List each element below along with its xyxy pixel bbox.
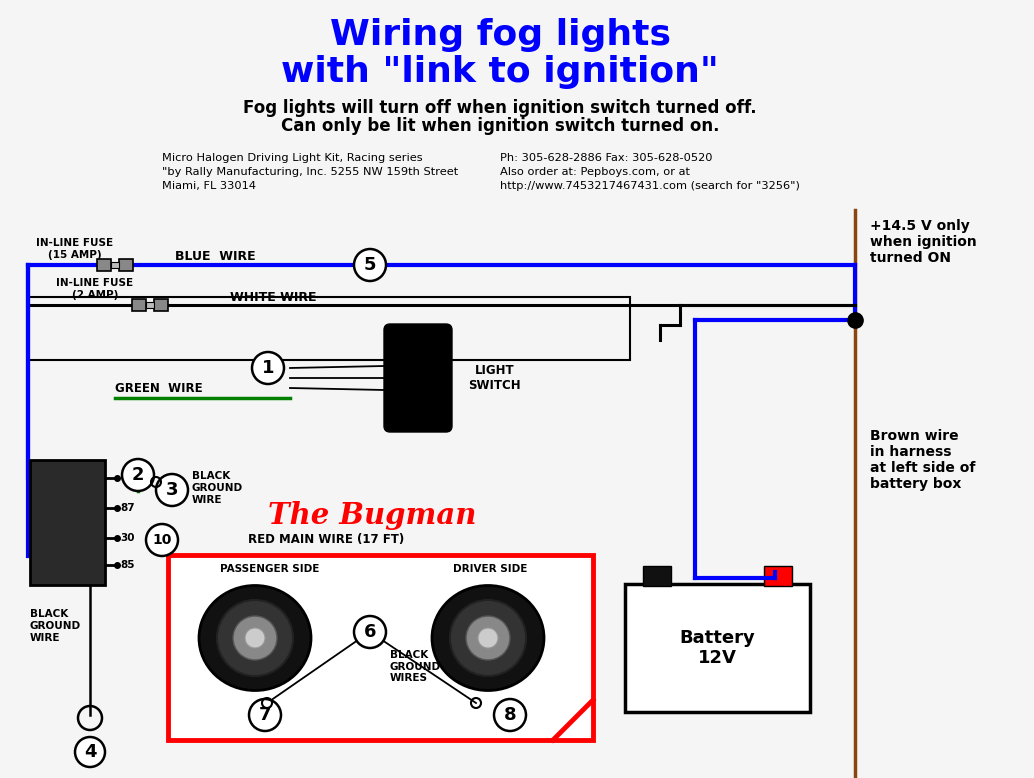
Text: 10: 10 (152, 533, 172, 547)
Ellipse shape (432, 586, 544, 691)
Text: PASSENGER SIDE: PASSENGER SIDE (220, 564, 320, 574)
Text: 30: 30 (120, 533, 134, 543)
Text: Micro Halogen Driving Light Kit, Racing series: Micro Halogen Driving Light Kit, Racing … (162, 153, 423, 163)
Bar (643, 566, 671, 586)
Text: Ph: 305-628-2886 Fax: 305-628-0520: Ph: 305-628-2886 Fax: 305-628-0520 (500, 153, 712, 163)
Text: RED MAIN WIRE (17 FT): RED MAIN WIRE (17 FT) (248, 534, 404, 546)
Text: DRIVER SIDE: DRIVER SIDE (453, 564, 527, 574)
Text: 1: 1 (262, 359, 274, 377)
Text: BLACK
GROUND
WIRE: BLACK GROUND WIRE (30, 609, 81, 643)
Text: BLACK
GROUND
WIRE: BLACK GROUND WIRE (192, 471, 243, 505)
Circle shape (156, 474, 188, 506)
Text: Can only be lit when ignition switch turned on.: Can only be lit when ignition switch tur… (281, 117, 720, 135)
FancyBboxPatch shape (384, 324, 452, 432)
Circle shape (252, 352, 284, 384)
Ellipse shape (199, 586, 311, 691)
Text: 5: 5 (364, 256, 376, 274)
Text: 86: 86 (120, 473, 134, 483)
Bar (764, 566, 792, 586)
Circle shape (146, 524, 178, 556)
Circle shape (478, 628, 498, 648)
Bar (146, 302, 154, 308)
Text: 7: 7 (258, 706, 271, 724)
Bar (97, 259, 111, 271)
Bar (466, 568, 510, 584)
Text: Also order at: Pepboys.com, or at: Also order at: Pepboys.com, or at (500, 167, 690, 177)
Text: "by Rally Manufacturing, Inc. 5255 NW 159th Street: "by Rally Manufacturing, Inc. 5255 NW 15… (162, 167, 458, 177)
Circle shape (450, 600, 526, 676)
Circle shape (466, 616, 510, 660)
Circle shape (233, 616, 277, 660)
Text: GREEN  WIRE: GREEN WIRE (115, 381, 203, 394)
Bar (625, 584, 810, 712)
Text: IN-LINE FUSE: IN-LINE FUSE (36, 238, 114, 248)
Text: (2 AMP): (2 AMP) (71, 290, 118, 300)
Bar (154, 299, 168, 311)
Text: 4: 4 (84, 743, 96, 761)
Circle shape (217, 600, 293, 676)
Bar (119, 259, 133, 271)
Text: with "link to ignition": with "link to ignition" (281, 55, 719, 89)
Circle shape (122, 459, 154, 491)
Bar (30, 460, 105, 585)
Text: (15 AMP): (15 AMP) (49, 250, 101, 260)
Text: 2: 2 (131, 466, 145, 484)
Text: +14.5 V only
when ignition
turned ON: +14.5 V only when ignition turned ON (870, 219, 977, 265)
Circle shape (75, 737, 105, 767)
Circle shape (354, 249, 386, 281)
Bar (233, 568, 277, 584)
Text: Fog lights will turn off when ignition switch turned off.: Fog lights will turn off when ignition s… (243, 99, 757, 117)
Circle shape (354, 616, 386, 648)
Circle shape (494, 699, 526, 731)
Text: 85: 85 (120, 560, 134, 570)
Text: WHITE WIRE: WHITE WIRE (230, 290, 316, 303)
Text: Miami, FL 33014: Miami, FL 33014 (162, 181, 256, 191)
Text: The Bugman: The Bugman (268, 502, 477, 531)
Bar (168, 555, 594, 740)
Text: Brown wire
in harness
at left side of
battery box: Brown wire in harness at left side of ba… (870, 429, 975, 491)
Bar (28, 297, 630, 360)
Text: Battery
12V: Battery 12V (679, 629, 755, 668)
Text: Wiring fog lights: Wiring fog lights (330, 18, 670, 52)
Bar (132, 299, 146, 311)
Text: 87: 87 (120, 503, 134, 513)
Circle shape (245, 628, 265, 648)
Text: LIGHT
SWITCH: LIGHT SWITCH (468, 364, 521, 392)
Circle shape (249, 699, 281, 731)
Text: IN-LINE FUSE: IN-LINE FUSE (57, 278, 133, 288)
Text: 3: 3 (165, 481, 178, 499)
Text: http://www.7453217467431.com (search for "3256"): http://www.7453217467431.com (search for… (500, 181, 800, 191)
Text: BLUE  WIRE: BLUE WIRE (175, 251, 255, 264)
Text: 6: 6 (364, 623, 376, 641)
Text: 8: 8 (504, 706, 516, 724)
Bar (111, 262, 119, 268)
Text: BLACK
GROUND
WIRES: BLACK GROUND WIRES (390, 650, 442, 683)
